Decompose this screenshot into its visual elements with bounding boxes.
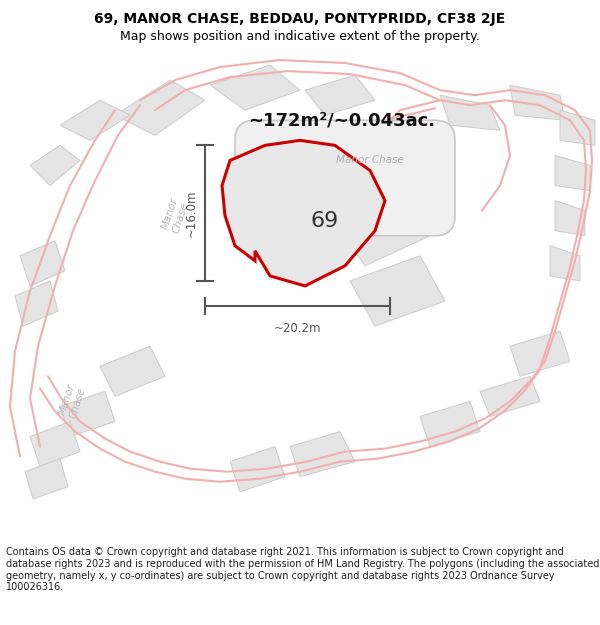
Polygon shape — [420, 401, 480, 447]
Polygon shape — [510, 85, 565, 120]
Polygon shape — [555, 156, 590, 191]
Polygon shape — [290, 431, 355, 477]
FancyBboxPatch shape — [235, 120, 455, 236]
Polygon shape — [550, 246, 580, 281]
Text: ~172m²/~0.043ac.: ~172m²/~0.043ac. — [248, 111, 435, 129]
Polygon shape — [480, 376, 540, 416]
Polygon shape — [60, 100, 130, 141]
Polygon shape — [330, 186, 430, 266]
Polygon shape — [100, 346, 165, 396]
Text: 69, MANOR CHASE, BEDDAU, PONTYPRIDD, CF38 2JE: 69, MANOR CHASE, BEDDAU, PONTYPRIDD, CF3… — [94, 12, 506, 26]
Text: ~16.0m: ~16.0m — [185, 189, 197, 237]
Text: Contains OS data © Crown copyright and database right 2021. This information is : Contains OS data © Crown copyright and d… — [6, 548, 599, 592]
Polygon shape — [305, 75, 375, 115]
Polygon shape — [440, 95, 500, 130]
Polygon shape — [510, 331, 570, 376]
Text: 69: 69 — [311, 211, 339, 231]
Polygon shape — [60, 391, 115, 436]
Text: ~20.2m: ~20.2m — [274, 322, 321, 334]
Polygon shape — [222, 141, 385, 286]
Text: Manor Chase: Manor Chase — [336, 156, 404, 166]
Polygon shape — [25, 459, 68, 499]
Polygon shape — [20, 241, 65, 286]
Polygon shape — [15, 281, 58, 326]
Polygon shape — [555, 201, 585, 236]
Polygon shape — [115, 80, 205, 136]
Polygon shape — [210, 65, 300, 110]
Polygon shape — [30, 421, 80, 467]
Polygon shape — [30, 146, 80, 186]
Polygon shape — [350, 256, 445, 326]
Polygon shape — [560, 110, 595, 146]
Text: Manor
Chase: Manor Chase — [56, 382, 88, 420]
Text: Manor
Chase: Manor Chase — [160, 197, 190, 234]
Text: Map shows position and indicative extent of the property.: Map shows position and indicative extent… — [120, 30, 480, 43]
Polygon shape — [230, 447, 285, 492]
